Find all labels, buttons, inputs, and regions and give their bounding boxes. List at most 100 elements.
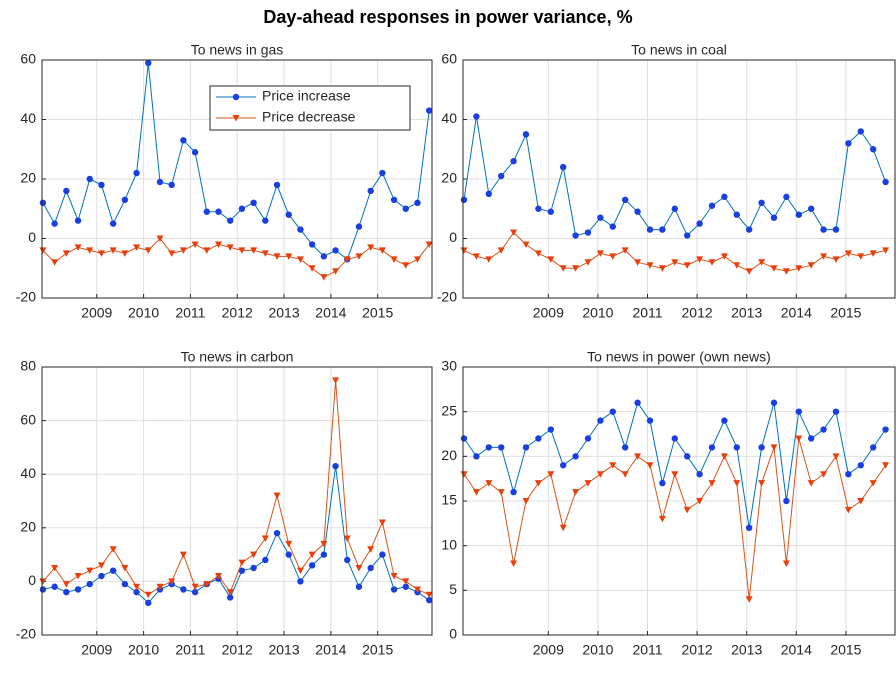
marker	[332, 377, 340, 384]
marker	[145, 59, 152, 67]
marker	[460, 196, 468, 204]
marker	[250, 551, 258, 559]
marker	[238, 559, 246, 567]
marker	[285, 540, 293, 548]
marker	[332, 268, 340, 275]
marker	[121, 196, 129, 204]
marker	[869, 146, 877, 153]
marker	[770, 265, 778, 272]
marker	[559, 462, 567, 469]
marker	[584, 480, 592, 487]
marker	[74, 586, 82, 593]
marker	[572, 453, 579, 460]
marker	[261, 250, 269, 257]
marker	[510, 560, 518, 568]
marker	[783, 497, 790, 505]
marker	[168, 250, 176, 257]
marker	[296, 567, 304, 575]
marker	[510, 229, 518, 237]
marker	[402, 262, 410, 269]
marker	[261, 535, 269, 543]
marker	[584, 435, 592, 442]
x-tick-label: 2013	[268, 642, 299, 658]
marker	[832, 226, 840, 233]
marker	[191, 241, 199, 248]
marker	[485, 190, 492, 198]
marker	[133, 169, 140, 177]
marker	[226, 244, 234, 251]
y-tick-label: 15	[441, 492, 457, 508]
marker	[51, 565, 59, 572]
y-tick-label: 40	[20, 110, 36, 126]
y-tick-label: 10	[441, 536, 457, 552]
marker	[733, 444, 740, 451]
marker	[634, 399, 641, 406]
marker	[547, 208, 554, 215]
marker	[820, 226, 827, 233]
marker	[250, 564, 257, 572]
legend-label: Price increase	[262, 88, 351, 104]
marker	[621, 471, 629, 478]
marker	[621, 247, 629, 254]
marker	[696, 256, 704, 263]
marker	[344, 556, 351, 564]
marker	[390, 196, 398, 204]
marker	[413, 586, 421, 593]
marker	[63, 588, 70, 596]
marker	[522, 498, 530, 505]
marker	[621, 444, 629, 451]
marker	[367, 244, 375, 251]
marker	[510, 157, 517, 165]
marker	[745, 226, 753, 233]
marker	[659, 479, 666, 487]
marker	[510, 488, 517, 496]
x-tick-label: 2014	[315, 305, 346, 321]
y-tick-label: 60	[441, 51, 457, 67]
marker	[683, 506, 691, 514]
marker	[621, 196, 629, 204]
marker	[658, 265, 666, 272]
marker	[857, 498, 865, 505]
marker	[758, 444, 765, 451]
marker	[721, 417, 728, 424]
marker	[696, 220, 703, 227]
marker	[882, 426, 889, 433]
x-tick-label: 2009	[81, 305, 112, 321]
marker	[646, 262, 654, 269]
marker	[683, 453, 691, 460]
marker	[572, 265, 580, 272]
marker	[74, 573, 82, 580]
legend-marker	[232, 115, 240, 122]
marker	[355, 253, 363, 260]
marker	[559, 524, 567, 532]
marker	[807, 262, 815, 269]
marker	[720, 453, 728, 460]
x-tick-label: 2010	[128, 305, 159, 321]
marker	[413, 256, 421, 263]
marker	[609, 462, 617, 469]
y-tick-label: -20	[16, 626, 36, 642]
marker	[273, 181, 281, 189]
marker	[758, 259, 766, 266]
marker	[807, 205, 815, 212]
x-tick-label: 2014	[315, 642, 346, 658]
marker	[238, 205, 246, 212]
y-tick-label: 0	[28, 572, 36, 588]
marker	[720, 253, 728, 260]
marker	[98, 181, 105, 189]
marker	[191, 588, 199, 596]
marker	[296, 256, 304, 263]
marker	[250, 247, 258, 254]
marker	[355, 583, 363, 590]
legend-label: Price decrease	[262, 109, 356, 125]
marker	[832, 256, 840, 263]
axes-box	[462, 59, 896, 299]
marker	[845, 471, 852, 478]
marker	[378, 519, 386, 526]
marker	[671, 471, 679, 478]
marker	[683, 232, 691, 239]
marker	[758, 480, 766, 487]
marker	[547, 256, 555, 263]
marker	[390, 573, 398, 580]
marker	[250, 199, 257, 206]
